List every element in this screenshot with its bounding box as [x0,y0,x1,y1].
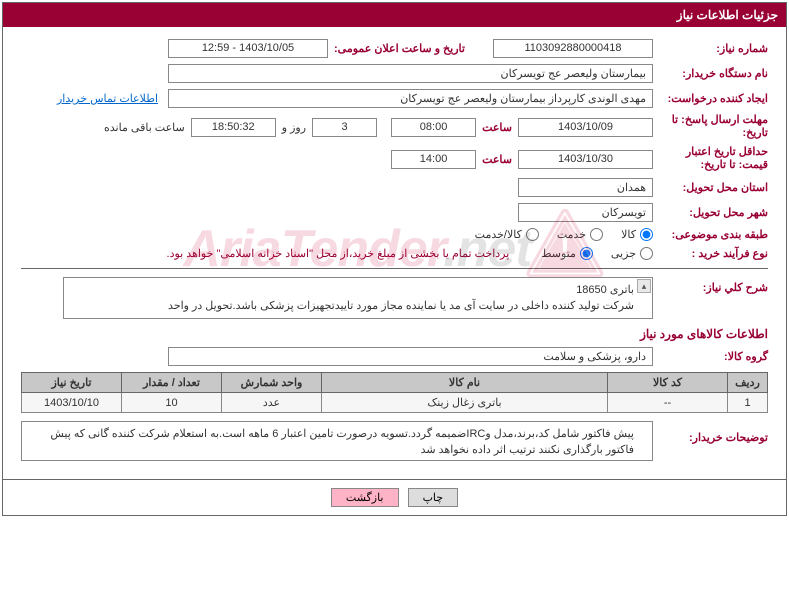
buyer-org-label: نام دستگاه خریدار: [653,67,768,80]
table-row: 1--باتری زغال زینکعدد101403/10/10 [22,393,768,413]
group-label: گروه کالا: [653,350,768,363]
remain-time: 18:50:32 [191,118,276,137]
th-5: تاریخ نیاز [22,373,122,393]
th-4: تعداد / مقدار [122,373,222,393]
buyer-org-value: بیمارستان ولیعصر عج تویسرکان [168,64,653,83]
th-0: ردیف [728,373,768,393]
buyer-note-text: پیش فاکتور شامل کد،برند،مدل وIRCضمیمه گر… [50,428,634,456]
row-province: استان محل تحویل: همدان [21,178,768,197]
scroll-up-icon[interactable]: ▴ [637,279,651,293]
cell-0-2: باتری زغال زینک [322,393,608,413]
buyer-note-label: توضیحات خریدار: [653,421,768,444]
deadline-date: 1403/10/09 [518,118,653,137]
validity-date: 1403/10/30 [518,150,653,169]
cell-0-0: 1 [728,393,768,413]
hour-label-2: ساعت [476,153,518,166]
cell-0-1: -- [608,393,728,413]
remain-days: 3 [312,118,377,137]
row-group: گروه کالا: دارو، پزشکی و سلامت [21,347,768,366]
buyer-note-box[interactable]: پیش فاکتور شامل کد،برند،مدل وIRCضمیمه گر… [21,421,653,461]
footer-buttons: چاپ بازگشت [3,480,786,515]
city-label: شهر محل تحویل: [653,206,768,219]
description-textarea[interactable]: ▴ باتری 18650شرکت تولید کننده داخلی در س… [63,277,653,319]
process-radio-0[interactable] [640,247,653,260]
process-radio-1[interactable] [580,247,593,260]
process-label-0: جزیی [611,247,636,260]
category-radio-1[interactable] [590,228,603,241]
back-button[interactable]: بازگشت [331,488,399,507]
category-option-0[interactable]: کالا [621,228,653,241]
province-value: همدان [518,178,653,197]
process-option-1[interactable]: متوسط [541,247,593,260]
process-label: نوع فرآیند خرید : [653,247,768,260]
deadline-label: مهلت ارسال پاسخ: تا تاریخ: [653,114,768,140]
deadline-time: 08:00 [391,118,476,137]
requester-label: ایجاد کننده درخواست: [653,92,768,105]
remain-suffix: ساعت باقی مانده [98,121,191,134]
need-no-label: شماره نیاز: [653,42,768,55]
row-description: شرح کلي نیاز: ▴ باتری 18650شرکت تولید کن… [21,277,768,319]
process-radios: جزیی متوسط [523,247,653,260]
row-buyer-note: توضیحات خریدار: پیش فاکتور شامل کد،برند،… [21,421,768,461]
validity-time: 14:00 [391,150,476,169]
divider-1 [21,268,768,269]
hour-label-1: ساعت [476,121,518,134]
category-label: طبقه بندی موضوعی: [653,228,768,241]
contact-link[interactable]: اطلاعات تماس خریدار [57,92,168,105]
announce-value: 1403/10/05 - 12:59 [168,39,328,58]
row-category: طبقه بندی موضوعی: کالا خدمت کالا/خدمت [21,228,768,241]
items-section-title: اطلاعات کالاهای مورد نیاز [21,327,768,341]
print-button[interactable]: چاپ [408,488,459,507]
th-3: واحد شمارش [222,373,322,393]
table-body: 1--باتری زغال زینکعدد101403/10/10 [22,393,768,413]
row-deadline: مهلت ارسال پاسخ: تا تاریخ: 1403/10/09 سا… [21,114,768,140]
group-value: دارو، پزشکی و سلامت [168,347,653,366]
panel-content: ! AriaTender.net شماره نیاز: 11030928800… [3,27,786,479]
requester-value: مهدی الوندی کارپرداز بیمارستان ولیعصر عج… [168,89,653,108]
category-radio-2[interactable] [526,228,539,241]
payment-note: پرداخت تمام یا بخشی از مبلغ خرید،از محل … [167,247,524,260]
validity-label: حداقل تاریخ اعتبار قیمت: تا تاریخ: [653,146,768,172]
th-2: نام کالا [322,373,608,393]
items-table: ردیفکد کالانام کالاواحد شمارشتعداد / مقد… [21,372,768,413]
category-option-1[interactable]: خدمت [557,228,603,241]
row-validity: حداقل تاریخ اعتبار قیمت: تا تاریخ: 1403/… [21,146,768,172]
category-radios: کالا خدمت کالا/خدمت [457,228,653,241]
process-label-1: متوسط [541,247,576,260]
description-label: شرح کلي نیاز: [653,277,768,294]
day-and: روز و [276,121,312,134]
province-label: استان محل تحویل: [653,181,768,194]
announce-label: تاریخ و ساعت اعلان عمومی: [328,42,493,55]
process-option-0[interactable]: جزیی [611,247,653,260]
th-1: کد کالا [608,373,728,393]
panel-header: جزئیات اطلاعات نیاز [3,3,786,27]
category-label-0: کالا [621,228,636,241]
description-text: باتری 18650شرکت تولید کننده داخلی در سای… [168,284,634,312]
need-no-value: 1103092880000418 [493,39,653,58]
row-requester: ایجاد کننده درخواست: مهدی الوندی کارپردا… [21,89,768,108]
category-radio-0[interactable] [640,228,653,241]
cell-0-4: 10 [122,393,222,413]
row-need-no: شماره نیاز: 1103092880000418 تاریخ و ساع… [21,39,768,58]
category-label-2: کالا/خدمت [475,228,522,241]
table-header-row: ردیفکد کالانام کالاواحد شمارشتعداد / مقد… [22,373,768,393]
main-panel: جزئیات اطلاعات نیاز ! AriaTender.net شما… [2,2,787,516]
row-buyer-org: نام دستگاه خریدار: بیمارستان ولیعصر عج ت… [21,64,768,83]
row-process: نوع فرآیند خرید : جزیی متوسط پرداخت تمام … [21,247,768,260]
cell-0-5: 1403/10/10 [22,393,122,413]
cell-0-3: عدد [222,393,322,413]
category-label-1: خدمت [557,228,586,241]
row-city: شهر محل تحویل: تویسرکان [21,203,768,222]
city-value: تویسرکان [518,203,653,222]
category-option-2[interactable]: کالا/خدمت [475,228,539,241]
